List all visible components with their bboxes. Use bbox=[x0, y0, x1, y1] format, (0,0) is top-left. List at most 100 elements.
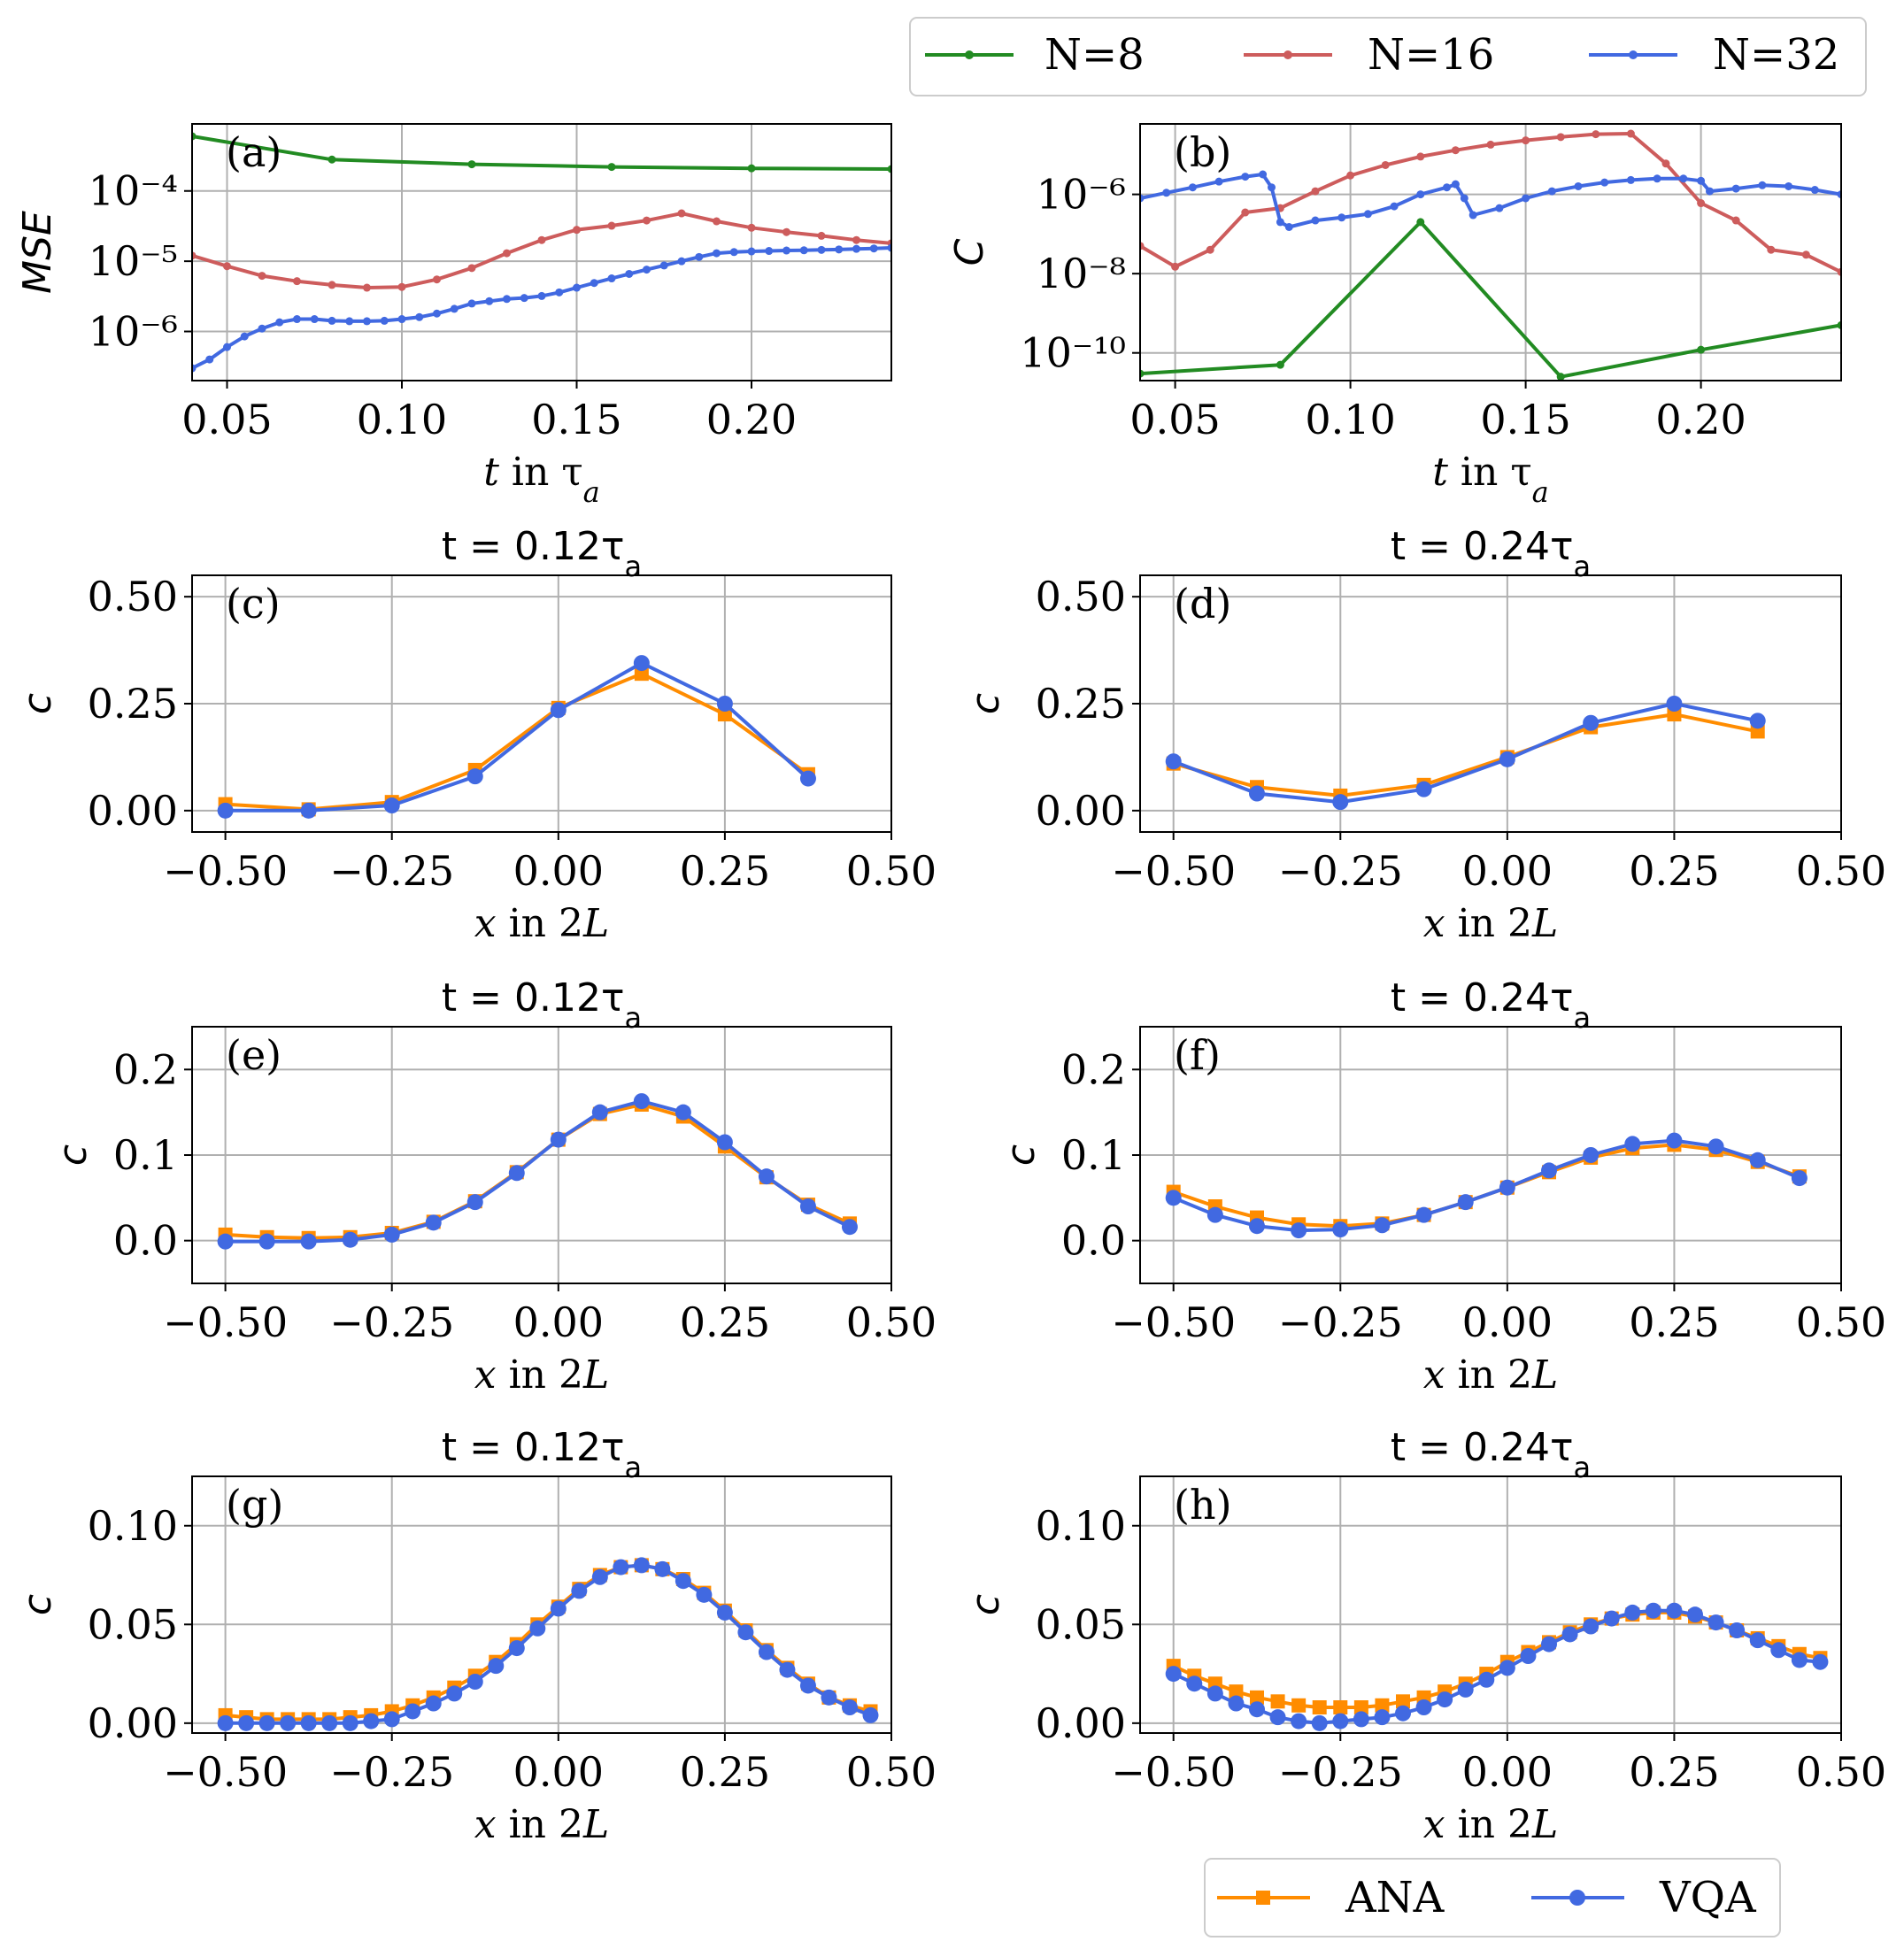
data-point-circle bbox=[1291, 1713, 1307, 1729]
top-legend: N=8 N=16 N=32 bbox=[909, 17, 1867, 96]
data-point-circle bbox=[1666, 696, 1683, 712]
data-point-circle bbox=[1791, 1652, 1808, 1668]
data-point-circle bbox=[696, 1586, 713, 1603]
data-point-circle bbox=[1687, 1606, 1703, 1623]
data-point-circle bbox=[1249, 1218, 1265, 1235]
data-point-dot bbox=[607, 221, 616, 230]
x-tick-label: −0.50 bbox=[163, 1298, 288, 1346]
x-axis-label-var: x bbox=[1423, 1802, 1445, 1847]
data-point-dot bbox=[887, 165, 891, 173]
data-point-dot bbox=[293, 277, 301, 286]
legend-label-ana: ANA bbox=[1345, 1873, 1445, 1922]
data-point-circle bbox=[1165, 753, 1182, 770]
x-axis-label-var: x bbox=[1423, 1352, 1445, 1398]
data-point-circle bbox=[1457, 1194, 1474, 1211]
x-axis-label-var: x bbox=[474, 1352, 497, 1398]
data-point-square bbox=[1270, 1694, 1285, 1709]
data-point-dot bbox=[1140, 242, 1145, 250]
data-point-dot bbox=[1837, 267, 1841, 276]
data-point-dot bbox=[713, 217, 721, 226]
data-point-dot bbox=[485, 297, 494, 305]
data-point-dot bbox=[1706, 187, 1714, 196]
data-point-dot bbox=[363, 317, 371, 326]
panel-label: (c) bbox=[226, 580, 281, 628]
data-point-square bbox=[1667, 707, 1682, 722]
data-point-dot bbox=[503, 249, 511, 258]
data-point-dot bbox=[1416, 218, 1425, 227]
data-point-square bbox=[717, 707, 732, 722]
data-point-dot bbox=[1259, 170, 1268, 179]
series-line bbox=[225, 661, 810, 813]
data-point-dot bbox=[607, 274, 616, 283]
series-ana bbox=[1166, 1605, 1828, 1714]
x-axis-label-var: t bbox=[1432, 450, 1448, 495]
data-point-dot bbox=[747, 164, 756, 173]
panel-title-subscript: a bbox=[1573, 1001, 1591, 1035]
legend-marker-n16 bbox=[1283, 50, 1292, 59]
x-tick-label: 0.00 bbox=[513, 1748, 604, 1796]
data-point-square bbox=[1291, 1698, 1307, 1713]
data-point-circle bbox=[1206, 1685, 1223, 1702]
y-tick-label: 0.2 bbox=[1061, 1045, 1126, 1093]
data-point-dot bbox=[1547, 187, 1556, 196]
data-point-circle bbox=[674, 1573, 691, 1590]
x-tick-label: 0.15 bbox=[1480, 396, 1570, 443]
data-point-dot bbox=[887, 243, 891, 252]
data-point-dot bbox=[1697, 345, 1706, 354]
data-point-circle bbox=[550, 1131, 567, 1148]
data-point-dot bbox=[799, 246, 808, 255]
x-axis-label: t in τa bbox=[1432, 450, 1549, 509]
data-point-circle bbox=[508, 1165, 525, 1182]
data-point-circle bbox=[1624, 1136, 1641, 1152]
series-vqa bbox=[1165, 1602, 1829, 1731]
data-point-dot bbox=[1495, 204, 1504, 212]
data-point-dot bbox=[363, 283, 371, 292]
x-tick-label: 0.25 bbox=[1629, 847, 1719, 895]
data-point-dot bbox=[450, 304, 459, 313]
y-tick-label: 0.00 bbox=[88, 787, 178, 835]
y-tick-label: 10⁻⁴ bbox=[89, 167, 178, 215]
data-point-circle bbox=[1374, 1709, 1391, 1726]
data-point-dot bbox=[677, 257, 686, 266]
data-point-dot bbox=[1381, 160, 1390, 169]
panel-label: (f) bbox=[1174, 1031, 1221, 1079]
x-axis-label: x in 2L bbox=[1423, 901, 1558, 946]
data-point-dot bbox=[192, 251, 197, 260]
series-vqa bbox=[1165, 696, 1766, 811]
data-point-dot bbox=[1390, 202, 1399, 211]
x-axis-label-var: x bbox=[1423, 901, 1445, 946]
x-tick-label: 0.25 bbox=[1629, 1298, 1719, 1346]
data-point-circle bbox=[466, 1674, 483, 1690]
data-point-square bbox=[1750, 724, 1765, 739]
data-point-dot bbox=[1140, 194, 1145, 203]
data-point-dot bbox=[192, 364, 197, 373]
data-point-dot bbox=[659, 261, 668, 270]
y-axis-label: c bbox=[15, 693, 60, 714]
data-point-circle bbox=[571, 1583, 588, 1599]
data-point-square bbox=[1375, 1698, 1390, 1713]
data-point-square bbox=[1250, 1690, 1264, 1705]
data-point-dot bbox=[240, 332, 249, 341]
data-point-dot bbox=[1188, 183, 1197, 192]
data-point-dot bbox=[835, 245, 844, 254]
data-point-circle bbox=[1749, 1632, 1766, 1649]
x-axis-label-tail: L bbox=[1531, 1802, 1558, 1847]
y-tick-label: 0.10 bbox=[1036, 1502, 1126, 1550]
panel-f: −0.50 −0.25 0.00 0.25 0.50 0.0 0.1 0.2 (f) t = 0.… bbox=[998, 975, 1886, 1398]
data-point-dot bbox=[607, 163, 616, 172]
x-axis-label-sub: a bbox=[583, 475, 600, 509]
x-tick-label: 0.50 bbox=[1796, 1748, 1886, 1796]
x-axis-label-rest: in τ bbox=[1448, 450, 1532, 495]
data-point-circle bbox=[1332, 1713, 1349, 1729]
data-point-dot bbox=[433, 309, 441, 318]
data-point-circle bbox=[1311, 1714, 1328, 1731]
series-vqa bbox=[1165, 1132, 1808, 1239]
y-tick-label: 0.0 bbox=[113, 1217, 178, 1265]
panel-g: −0.50 −0.25 0.00 0.25 0.50 0.00 0.05 0.10 (g) t =… bbox=[15, 1425, 937, 1847]
data-point-dot bbox=[1653, 174, 1661, 183]
data-point-dot bbox=[729, 248, 738, 257]
x-tick-label: 0.50 bbox=[1796, 1298, 1886, 1346]
data-point-dot bbox=[467, 264, 476, 273]
data-point-dot bbox=[1468, 211, 1477, 220]
x-axis-label-tail: L bbox=[582, 1352, 609, 1398]
